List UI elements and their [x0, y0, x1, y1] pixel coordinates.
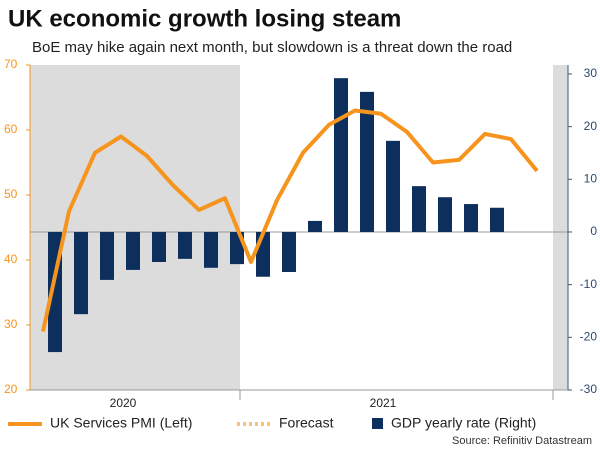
y2-tick-label: 10 — [584, 171, 598, 185]
y2-tick-label: 30 — [584, 66, 598, 80]
legend-label: Forecast — [279, 415, 334, 431]
y2-tick-label: 20 — [584, 119, 598, 133]
bar — [152, 231, 166, 263]
bar — [282, 231, 296, 273]
legend-swatch — [372, 418, 383, 429]
y-tick-label: 50 — [4, 187, 18, 201]
bar — [204, 231, 218, 268]
bar — [256, 231, 270, 277]
x-tick-label: 2021 — [370, 396, 397, 410]
bar — [386, 140, 400, 232]
y-tick-label: 30 — [4, 317, 18, 331]
bar — [412, 186, 426, 232]
y-tick-label: 70 — [4, 57, 18, 71]
chart-title: UK economic growth losing steam — [8, 5, 401, 32]
bar — [490, 207, 504, 232]
bar — [360, 91, 374, 232]
bar — [126, 231, 140, 270]
legend-label: UK Services PMI (Left) — [50, 415, 192, 431]
legend-label: GDP yearly rate (Right) — [391, 415, 536, 431]
bar — [464, 204, 478, 232]
y2-tick-label: -10 — [580, 277, 598, 291]
y2-tick-label: -30 — [580, 382, 598, 396]
bar — [334, 78, 348, 232]
line — [41, 108, 539, 332]
bar — [74, 231, 88, 315]
bar — [100, 231, 114, 280]
shaded-period — [553, 65, 568, 390]
bar — [308, 220, 322, 232]
y-tick-label: 40 — [4, 252, 18, 266]
chart-subtitle: BoE may hike again next month, but slowd… — [32, 39, 512, 56]
x-tick-label: 2020 — [110, 396, 137, 410]
bar — [178, 231, 192, 259]
y2-tick-label: -20 — [580, 329, 598, 343]
bar — [438, 197, 452, 232]
y2-tick-label: 0 — [590, 224, 597, 238]
source-note: Source: Refinitiv Datastream — [452, 435, 592, 447]
y-tick-label: 60 — [4, 122, 18, 136]
y-tick-label: 20 — [4, 382, 18, 396]
